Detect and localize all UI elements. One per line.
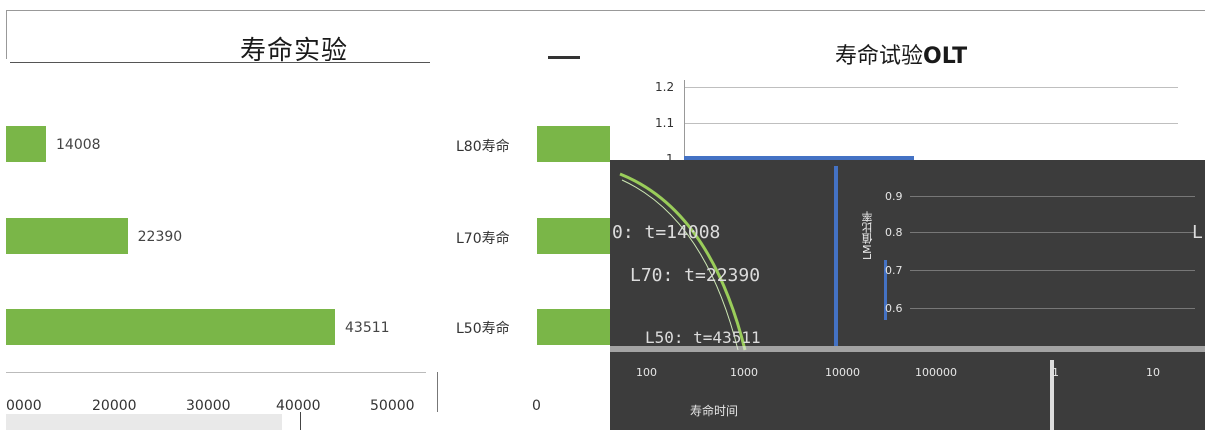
right-chart-border (610, 10, 1205, 11)
y-tick-label: 0.6 (885, 302, 903, 315)
bar-l80 (6, 126, 46, 162)
y-tick-label: 0.9 (885, 190, 903, 203)
x-tick-label: 100 (636, 366, 657, 379)
gridline (684, 123, 1178, 124)
category-label-l50: L50寿命 (456, 321, 510, 337)
x-tick-label: 0000 (6, 398, 42, 414)
x-tick-label: 1000 (730, 366, 758, 379)
x-tick-label: 30000 (186, 398, 231, 414)
right-chart-title: 寿命试验OLT (835, 38, 967, 70)
gridline-dark (910, 232, 1195, 233)
bar-stub-l80 (537, 126, 610, 162)
decay-curve (619, 172, 747, 351)
annotation-l50: L50: t=43511 (645, 328, 761, 347)
x-axis-label: 寿命时间 (690, 404, 739, 418)
left-chart-border (6, 10, 610, 59)
y-axis-label: LM值比率 (861, 211, 874, 260)
y-tick-label: 1 (666, 152, 674, 166)
left-legend-stub (548, 56, 580, 59)
bar-value-l70: 22390 (137, 229, 183, 245)
bar-l70 (6, 218, 128, 254)
right-chart-title-suffix: OLT (923, 44, 968, 69)
bar-stub-l50 (537, 309, 610, 345)
x-tick-label-zero: 0 (532, 398, 541, 414)
gridline-dark (910, 308, 1195, 309)
x-axis-line (6, 372, 426, 373)
title-underline (10, 62, 430, 63)
annotation-l70: L70: t=22390 (630, 265, 761, 286)
bar-value-l50: 43511 (345, 320, 390, 336)
category-label-l70: L70寿命 (456, 231, 510, 247)
divider-line (1050, 360, 1054, 430)
x-tick-label: 10 (1146, 366, 1160, 379)
x-tick-label: 10000 (825, 366, 860, 379)
right-chart-title-main: 寿命试验 (835, 44, 924, 69)
scrollbar-strip (6, 414, 282, 430)
x-tick-label: 100000 (915, 366, 957, 379)
y-tick-label: 0.8 (885, 226, 903, 239)
x-tick-label: 40000 (276, 398, 321, 414)
category-label-l80: L80寿命 (456, 139, 510, 155)
gridline-dark (910, 196, 1195, 197)
x-tick-label: 1 (1052, 366, 1059, 379)
decay-curve-shadow (621, 179, 739, 351)
bar-value-l80: 14008 (56, 137, 101, 153)
left-chart-panel: 寿命实验 14008 22390 43511 0000 20000 30000 … (6, 10, 610, 430)
series-line-top (684, 156, 914, 160)
y-tick-label: 1.2 (655, 80, 675, 94)
x-tick-label: 20000 (92, 398, 137, 414)
gridline (684, 87, 1178, 88)
series-vertical-line (834, 166, 838, 346)
bottom-tick-band (610, 346, 1205, 352)
bar-stub-l70 (537, 218, 610, 254)
scrollbar-divider (300, 412, 301, 430)
annotation-l80: 0: t=14008 (612, 222, 721, 243)
y-tick-label: 0.7 (885, 264, 903, 277)
axis-divider (437, 372, 438, 412)
gridline-dark (910, 270, 1195, 271)
dark-plot-region (610, 160, 1205, 430)
annotation-stub: L (1192, 222, 1203, 243)
decay-curve-svg (610, 166, 1205, 430)
left-chart-title: 寿命实验 (240, 36, 349, 66)
series-vertical-line-2 (884, 260, 887, 320)
x-tick-label: 50000 (370, 398, 415, 414)
axis-line-y (684, 80, 685, 160)
bar-l50 (6, 309, 335, 345)
y-tick-label: 1.1 (655, 116, 675, 130)
